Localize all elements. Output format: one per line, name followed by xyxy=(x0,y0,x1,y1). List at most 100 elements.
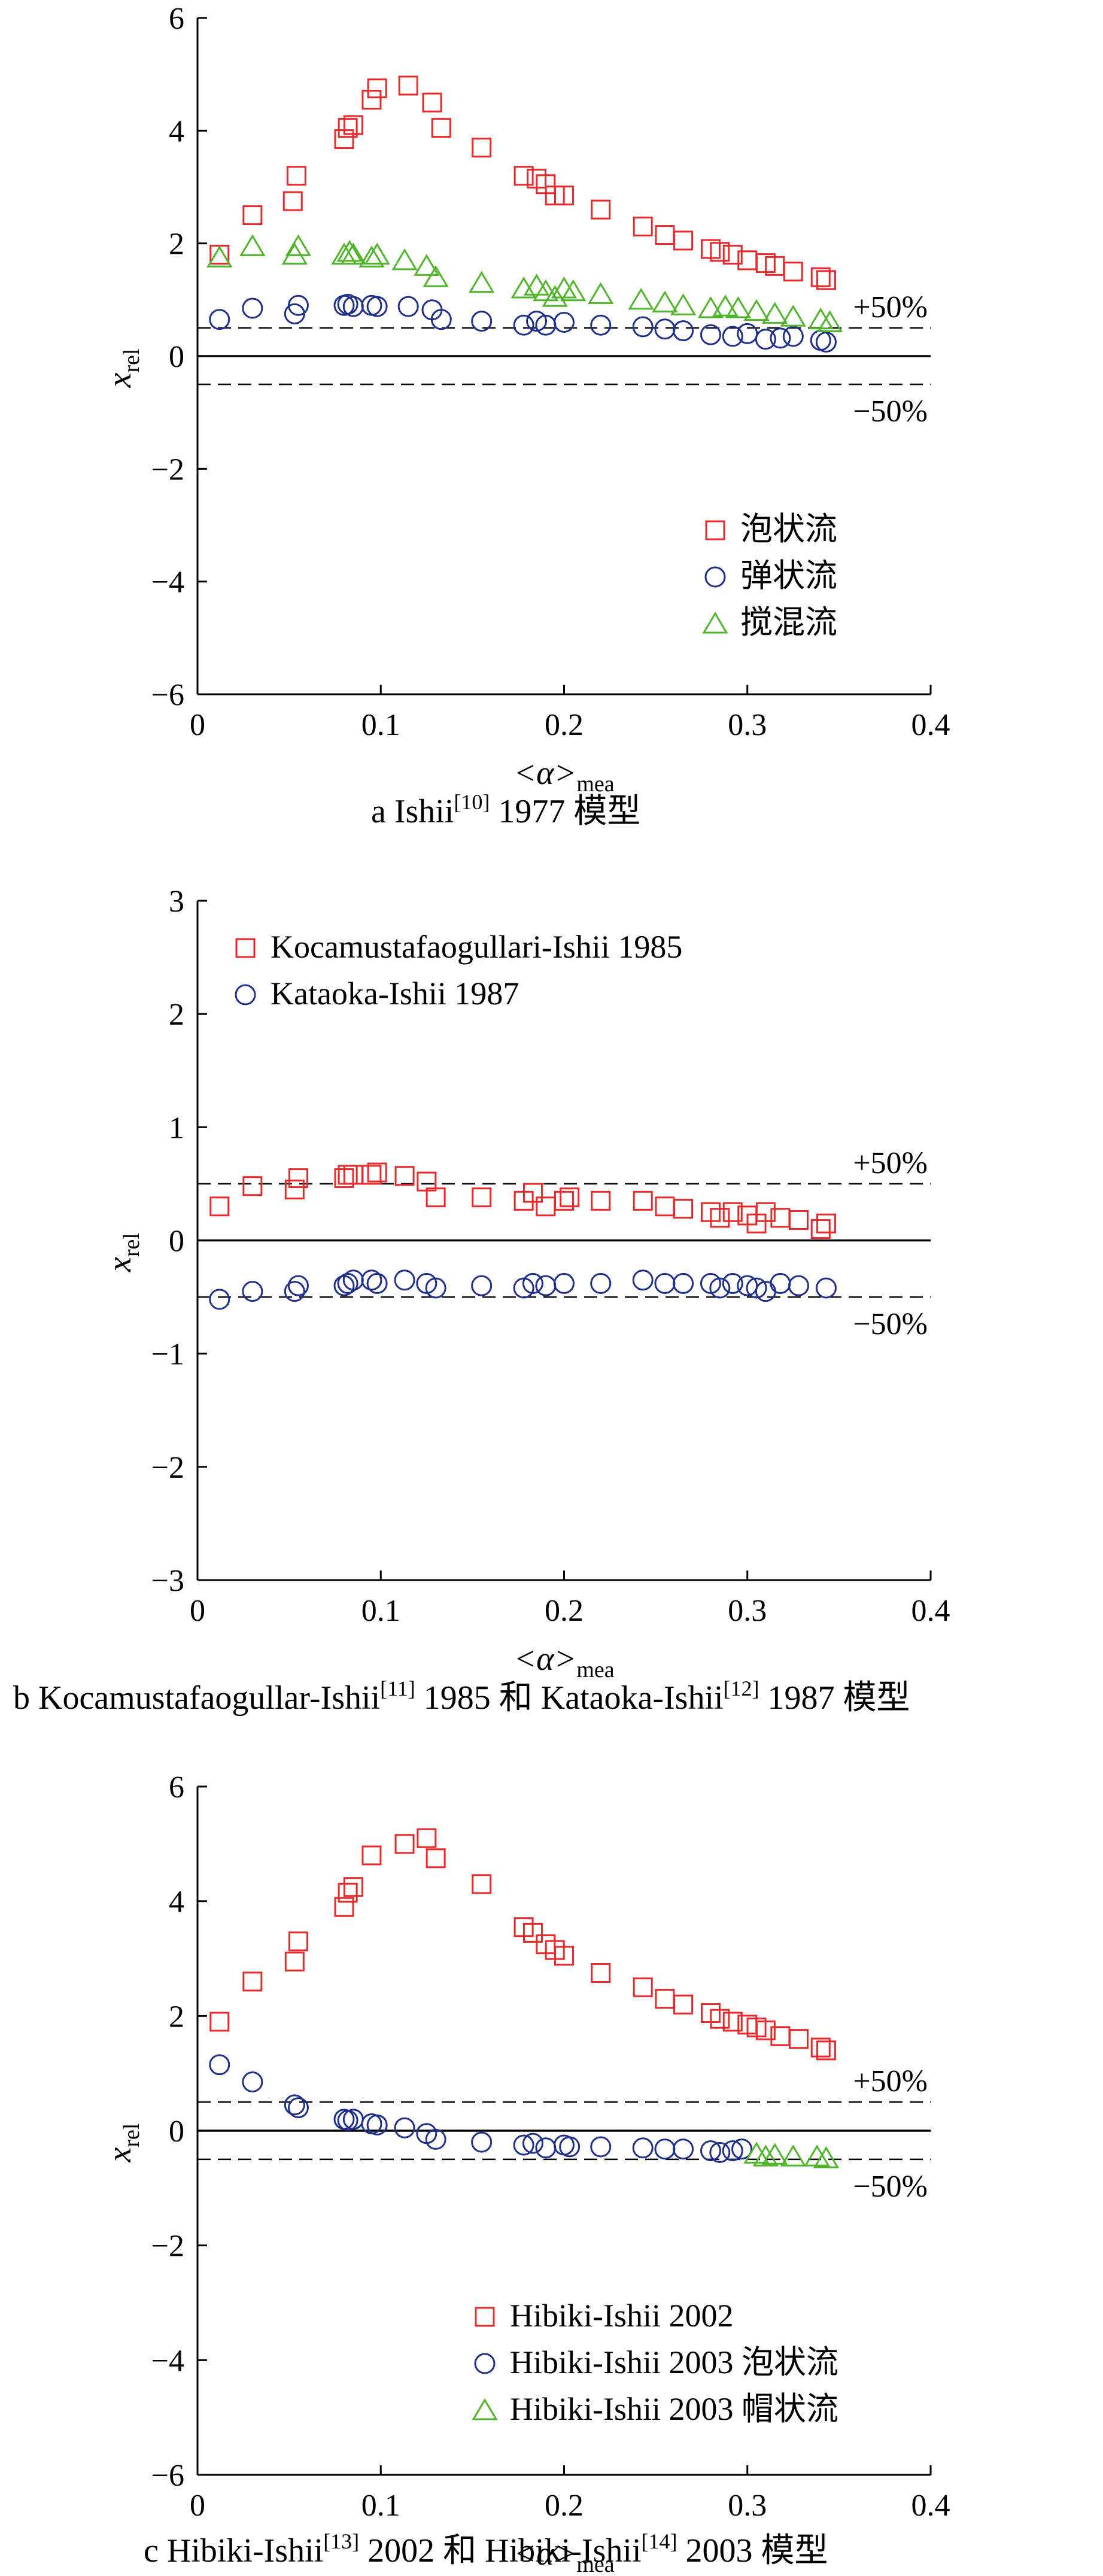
data-point xyxy=(337,1272,358,1294)
x-tick-label: 0 xyxy=(190,2489,205,2523)
data-point xyxy=(513,2134,534,2156)
data-point xyxy=(673,1994,694,2015)
data-point xyxy=(554,312,575,333)
caption-letter: b xyxy=(13,1679,38,1717)
data-point xyxy=(743,299,770,321)
data-point xyxy=(522,1922,543,1943)
data-point xyxy=(633,216,653,236)
data-point xyxy=(655,225,675,245)
x-axis-label: <α>mea xyxy=(513,2535,614,2576)
data-point xyxy=(209,309,230,330)
data-point xyxy=(816,2040,836,2061)
data-point xyxy=(788,1275,809,1296)
x-tick-label: 0 xyxy=(190,708,205,742)
data-point xyxy=(816,310,843,332)
y-tick-label: −2 xyxy=(151,2229,184,2264)
data-point xyxy=(206,245,233,268)
legend-marker xyxy=(704,566,726,588)
data-point xyxy=(722,245,743,265)
data-point xyxy=(338,1882,358,1903)
legend-label: 泡状流 xyxy=(740,511,837,547)
legend-label: Hibiki-Ishii 2003 帽状流 xyxy=(510,2391,838,2427)
data-point xyxy=(391,248,418,271)
reference-label: +50% xyxy=(853,1146,928,1180)
data-point xyxy=(469,271,495,293)
data-point xyxy=(673,1199,694,1219)
y-tick-label: −2 xyxy=(151,1451,184,1485)
x-axis-label-main: <α> xyxy=(513,755,576,792)
data-point xyxy=(209,1196,230,1217)
data-point xyxy=(810,2037,831,2058)
data-point xyxy=(287,1275,309,1296)
data-point xyxy=(423,265,449,287)
data-point xyxy=(281,242,308,265)
data-point xyxy=(394,1166,415,1186)
data-point xyxy=(752,2144,779,2167)
y-axis-label-sub: rel xyxy=(119,1233,144,1257)
data-point xyxy=(762,2143,788,2165)
x-tick-label: 0.1 xyxy=(361,2489,400,2523)
data-point xyxy=(654,2138,676,2160)
data-point xyxy=(288,1168,308,1188)
caption-ref: [10] xyxy=(454,790,490,814)
legend-marker xyxy=(475,2307,495,2327)
data-point xyxy=(414,254,440,276)
data-point xyxy=(560,279,587,302)
y-tick-label: −1 xyxy=(151,1338,184,1372)
data-point xyxy=(712,294,739,317)
data-point xyxy=(633,1190,653,1211)
data-point xyxy=(590,1272,612,1294)
reference-label: −50% xyxy=(853,2170,928,2204)
panel-b: 0 0.1 0.2 0.3 0.4 −3 −2 −1 0 1 2 3 +50% −50% xrel <α>me… xyxy=(13,885,950,1717)
data-point xyxy=(755,2020,776,2040)
data-point xyxy=(816,270,836,290)
data-point xyxy=(422,92,442,113)
data-point xyxy=(209,2054,230,2076)
x-tick-label: 0.4 xyxy=(911,2489,950,2523)
data-point xyxy=(554,1272,575,1294)
reference-label: +50% xyxy=(853,2064,928,2098)
legend-label: Kocamustafaogullari-Ishii 1985 xyxy=(271,929,682,965)
data-point xyxy=(559,2136,581,2158)
data-point xyxy=(652,290,678,313)
data-point xyxy=(343,1877,363,1897)
y-tick-label: −2 xyxy=(151,452,184,487)
data-point xyxy=(472,1187,492,1208)
y-axis-label: xrel xyxy=(101,1233,144,1272)
y-tick-label: 6 xyxy=(169,1770,184,1805)
data-point xyxy=(535,2137,557,2159)
data-point xyxy=(755,329,776,350)
data-point xyxy=(673,1272,694,1294)
legend-marker xyxy=(472,2398,498,2420)
caption-ref: [14] xyxy=(642,2529,677,2553)
legend-label: 弹状流 xyxy=(740,558,837,594)
data-point xyxy=(722,1202,743,1222)
data-point xyxy=(807,307,834,330)
data-point xyxy=(709,2141,731,2163)
data-point xyxy=(239,234,266,256)
legend-marker xyxy=(474,2353,496,2374)
data-point xyxy=(431,118,451,138)
data-point xyxy=(737,323,758,344)
data-point xyxy=(722,2012,743,2032)
caption-text: 1987 模型 xyxy=(759,1679,910,1717)
data-point xyxy=(288,1931,308,1952)
y-tick-label: −4 xyxy=(151,2344,184,2378)
data-point xyxy=(554,1946,574,1966)
data-point xyxy=(340,242,366,265)
data-point xyxy=(710,242,730,262)
legend-marker xyxy=(705,520,725,540)
data-point xyxy=(513,314,534,336)
data-point xyxy=(242,2071,263,2093)
data-point xyxy=(709,1277,731,1299)
data-point xyxy=(287,2097,309,2119)
data-point xyxy=(810,267,831,287)
data-point xyxy=(700,324,721,345)
data-point xyxy=(654,1272,676,1294)
x-axis-label: <α>mea xyxy=(513,755,614,797)
data-point xyxy=(710,1208,730,1228)
data-point xyxy=(542,285,568,307)
legend: Kocamustafaogullari-Ishii 1985 Kataoka-Is… xyxy=(235,929,682,1011)
data-point xyxy=(813,2146,840,2168)
